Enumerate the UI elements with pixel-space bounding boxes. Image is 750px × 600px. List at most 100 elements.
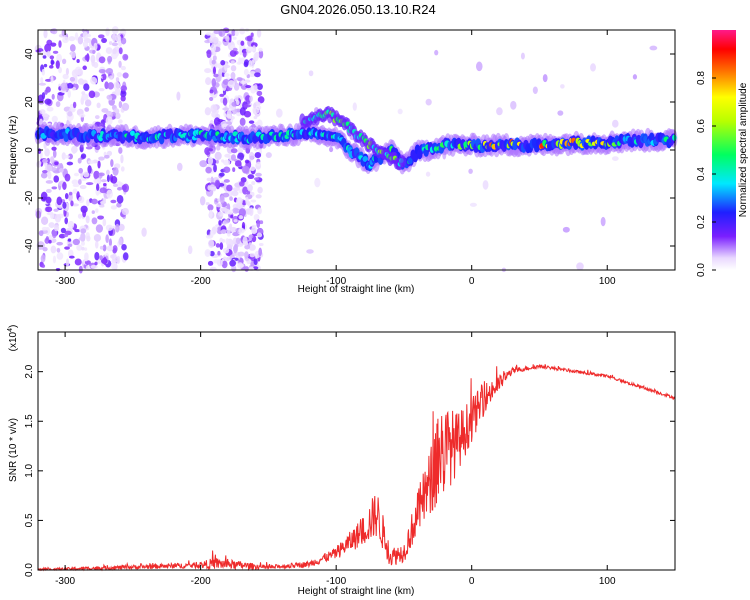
spectrogram-noise-speck xyxy=(234,29,239,37)
spectrogram-noise-speck xyxy=(239,117,246,126)
spectrogram-noise-speck xyxy=(98,69,106,74)
spectrogram-noise-speck xyxy=(231,190,239,197)
spectrogram-noise-speck xyxy=(258,47,263,52)
spectrogram-noise-speck xyxy=(223,219,230,224)
spectrogram-noise-speck xyxy=(55,101,61,108)
spectrogram-noise-speck xyxy=(253,258,258,266)
spectrogram-noise-speck xyxy=(43,29,48,39)
spectrogram-noise-speck xyxy=(52,149,57,158)
spectrogram-noise-speck xyxy=(612,119,619,128)
spectrogram-noise-speck xyxy=(238,208,246,217)
spectrogram-noise-speck xyxy=(43,63,48,68)
snr-exponent-power: 4 xyxy=(7,328,14,332)
spectrogram-noise-speck xyxy=(496,107,503,116)
spectrogram-noise-speck xyxy=(111,42,119,47)
spectrogram-noise-speck xyxy=(106,189,113,199)
spectrogram-noise-speck xyxy=(227,80,235,89)
spectrogram-noise-speck xyxy=(209,89,214,94)
spectrogram-noise-speck xyxy=(219,242,224,250)
spectrogram-noise-speck xyxy=(228,34,232,43)
spectrogram-noise-speck xyxy=(205,202,210,206)
spectrogram-noise-speck xyxy=(254,51,260,59)
spectrogram-noise-speck xyxy=(205,32,212,36)
spectrogram-noise-speck xyxy=(208,239,215,249)
spectrogram-noise-speck xyxy=(41,264,46,268)
spectrogram-noise-speck xyxy=(116,72,122,78)
spectrogram-noise-speck xyxy=(81,91,86,95)
spectrogram-noise-speck xyxy=(221,260,228,269)
spectrogram-noise-speck xyxy=(243,104,252,108)
spectrogram-noise-speck xyxy=(110,205,118,210)
spectrogram-noise-speck xyxy=(231,101,237,107)
spectrogram-noise-speck xyxy=(216,145,221,151)
spectrogram-noise-speck xyxy=(249,253,256,258)
spectrogram-noise-speck xyxy=(85,182,94,186)
spectrogram-noise-speck xyxy=(232,207,239,214)
spectrogram-noise-speck xyxy=(222,159,231,166)
spectrogram-noise-speck xyxy=(256,90,263,97)
spectrogram-noise-speck xyxy=(211,78,217,88)
spectrogram-noise-speck xyxy=(106,245,114,252)
spectrogram-noise-speck xyxy=(120,166,125,172)
spectrogram-noise-speck xyxy=(248,120,255,124)
spectrogram-noise-speck xyxy=(265,152,272,158)
spectrogram-noise-speck xyxy=(236,197,243,206)
spectrogram-noise-speck xyxy=(218,28,226,37)
spectrogram-noise-speck xyxy=(257,207,262,215)
spectrogram-noise-speck xyxy=(232,47,238,52)
spectrogram-noise-speck xyxy=(242,236,248,244)
spectrogram-noise-speck xyxy=(41,226,48,231)
spectrogram-noise-speck xyxy=(83,171,90,178)
spectrogram-noise-speck xyxy=(238,57,242,65)
spectrogram-noise-speck xyxy=(207,204,214,211)
snr-x-tick-label: -200 xyxy=(191,576,211,587)
spectrogram-noise-speck xyxy=(111,253,117,261)
spectrogram-noise-speck xyxy=(224,73,230,77)
spectrogram-noise-speck xyxy=(42,55,47,59)
spectrogram-noise-speck xyxy=(204,107,211,116)
spectrogram-noise-speck xyxy=(42,169,48,174)
spectrogram-noise-speck xyxy=(425,98,432,106)
spectrogram-noise-speck xyxy=(84,252,89,262)
spectrogram-noise-speck xyxy=(199,160,208,168)
spectrogram-noise-speck xyxy=(104,81,109,90)
spectrogram-noise-speck xyxy=(91,198,98,205)
spectrogram-noise-speck xyxy=(231,29,236,37)
spectrogram-noise-speck xyxy=(230,214,234,219)
spectrogram-noise-speck xyxy=(78,237,83,241)
spectrogram-ridge-core xyxy=(407,157,413,165)
spectrogram-noise-speck xyxy=(468,168,473,174)
spectrogram-noise-speck xyxy=(246,35,253,42)
spectrogram-noise-speck xyxy=(78,196,85,204)
spectrogram-noise-speck xyxy=(236,77,243,82)
spectrogram-noise-speck xyxy=(590,63,596,72)
spectrogram-noise-speck xyxy=(240,80,248,85)
spectrogram-noise-speck xyxy=(122,252,129,261)
spectrogram-noise-speck xyxy=(62,73,69,80)
spectrogram-noise-speck xyxy=(54,161,59,166)
spectrogram-noise-speck xyxy=(244,159,250,164)
spectrogram-noise-speck xyxy=(67,238,72,242)
spectrogram-noise-speck xyxy=(82,209,87,218)
spectrogram-noise-speck xyxy=(99,255,103,261)
spectrogram-noise-speck xyxy=(206,49,212,58)
spectrogram-noise-speck xyxy=(249,71,257,75)
spectrogram-noise-speck xyxy=(212,66,217,75)
spectrogram-noise-speck xyxy=(71,145,78,154)
spectrogram-noise-speck xyxy=(62,201,67,209)
spectrogram-noise-speck xyxy=(230,60,235,64)
spectrogram-noise-speck xyxy=(64,173,71,182)
spectrogram-noise-speck xyxy=(562,226,570,233)
spectrogram-noise-speck xyxy=(52,50,59,54)
spectrogram-noise-speck xyxy=(108,238,113,247)
spectrogram-noise-speck xyxy=(70,200,74,207)
spectrogram-noise-speck xyxy=(244,244,251,250)
spectrogram-noise-speck xyxy=(218,219,222,226)
spectrogram-noise-speck xyxy=(250,199,257,203)
spectrogram-noise-speck xyxy=(118,100,123,109)
spectrogram-noise-speck xyxy=(44,148,50,157)
spectrogram-noise-speck xyxy=(187,245,193,255)
spectrogram-noise-speck xyxy=(248,151,255,161)
spectrogram-noise-speck xyxy=(67,89,71,98)
spectrogram-noise-speck xyxy=(222,247,230,254)
